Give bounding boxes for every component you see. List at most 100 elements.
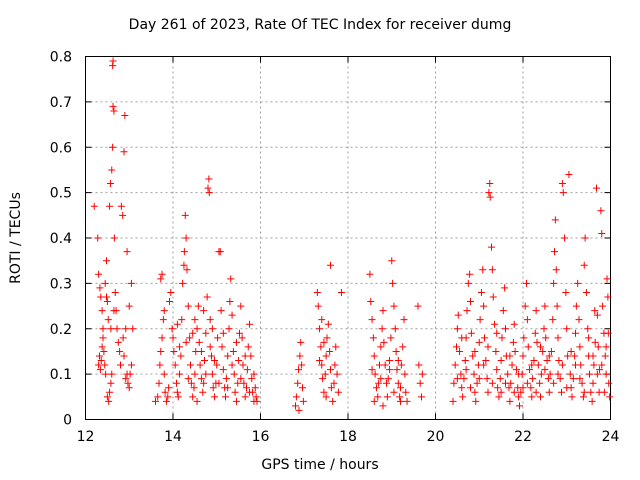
data-point [187,361,194,369]
data-point [381,361,389,369]
data-point [574,279,582,287]
data-point [204,184,212,192]
data-point [523,379,531,387]
data-point [90,202,98,210]
data-point [589,379,597,387]
data-point [231,388,239,396]
data-point [189,393,197,401]
data-point [241,352,249,360]
data-point [530,357,538,365]
data-point [479,266,487,274]
data-point [161,388,169,396]
data-point [523,316,531,324]
data-point [107,325,115,333]
data-point [528,361,536,369]
y-tick-label: 0 [63,413,72,429]
data-point [526,366,534,374]
x-tick-label: 24 [602,429,620,445]
y-tick-label: 0.5 [50,186,72,202]
data-point [471,347,479,355]
data-point [238,334,246,342]
data-point [505,384,513,392]
data-point [527,384,535,392]
data-point [589,352,597,360]
data-point [550,279,558,287]
data-point [229,347,237,355]
data-point [173,379,180,387]
data-point [601,352,609,360]
data-point [191,370,199,378]
data-point [449,397,457,405]
data-point [493,329,501,337]
data-point [182,234,190,242]
data-point [319,375,327,383]
data-point [292,402,299,410]
data-point [96,352,103,360]
data-point [327,366,334,374]
data-point [523,279,530,287]
data-point [157,275,165,283]
data-point [237,302,245,310]
data-point [593,311,601,319]
data-point [117,361,124,369]
data-point [219,366,227,374]
data-point [458,334,466,342]
x-axis-label: GPS time / hours [261,457,379,473]
data-point [216,248,224,256]
data-point [386,366,394,374]
data-point [486,180,494,188]
data-point [205,189,213,197]
data-point [202,370,210,378]
data-point [534,361,542,369]
data-point [529,375,537,383]
data-point [602,370,610,378]
data-point [173,388,181,396]
data-point [459,393,467,401]
data-point [508,361,516,369]
data-point [473,379,481,387]
data-point [177,352,185,360]
data-point [236,329,243,337]
data-point [316,357,324,365]
data-point [604,293,612,301]
data-point [591,338,599,346]
data-point [604,329,612,337]
data-point [480,302,488,310]
data-point [390,302,398,310]
data-point [107,379,115,387]
data-point [457,370,465,378]
data-point [368,316,376,324]
data-point [516,402,523,410]
data-point [467,384,474,392]
data-point [554,334,562,342]
data-point [117,202,125,210]
data-point [603,275,611,283]
data-point [520,334,528,342]
data-point [180,248,188,256]
data-point [471,388,479,396]
data-point [453,325,461,333]
data-point [555,357,563,365]
data-points [90,57,614,414]
data-point [235,357,243,365]
data-point [121,111,129,119]
data-point [368,366,376,374]
data-point [200,307,208,315]
data-point [480,361,488,369]
data-point [193,325,201,333]
data-point [509,338,517,346]
data-point [253,397,261,405]
data-point [564,352,572,360]
data-point [565,170,573,178]
data-point [532,388,540,396]
data-point [251,384,259,392]
data-point [496,375,504,383]
data-point [485,189,493,197]
data-point [366,270,374,278]
data-point [206,343,214,351]
y-tick-label: 0.4 [50,231,72,247]
grid-lines [85,56,611,420]
data-point [211,393,219,401]
data-point [387,334,395,342]
data-point [225,325,233,333]
